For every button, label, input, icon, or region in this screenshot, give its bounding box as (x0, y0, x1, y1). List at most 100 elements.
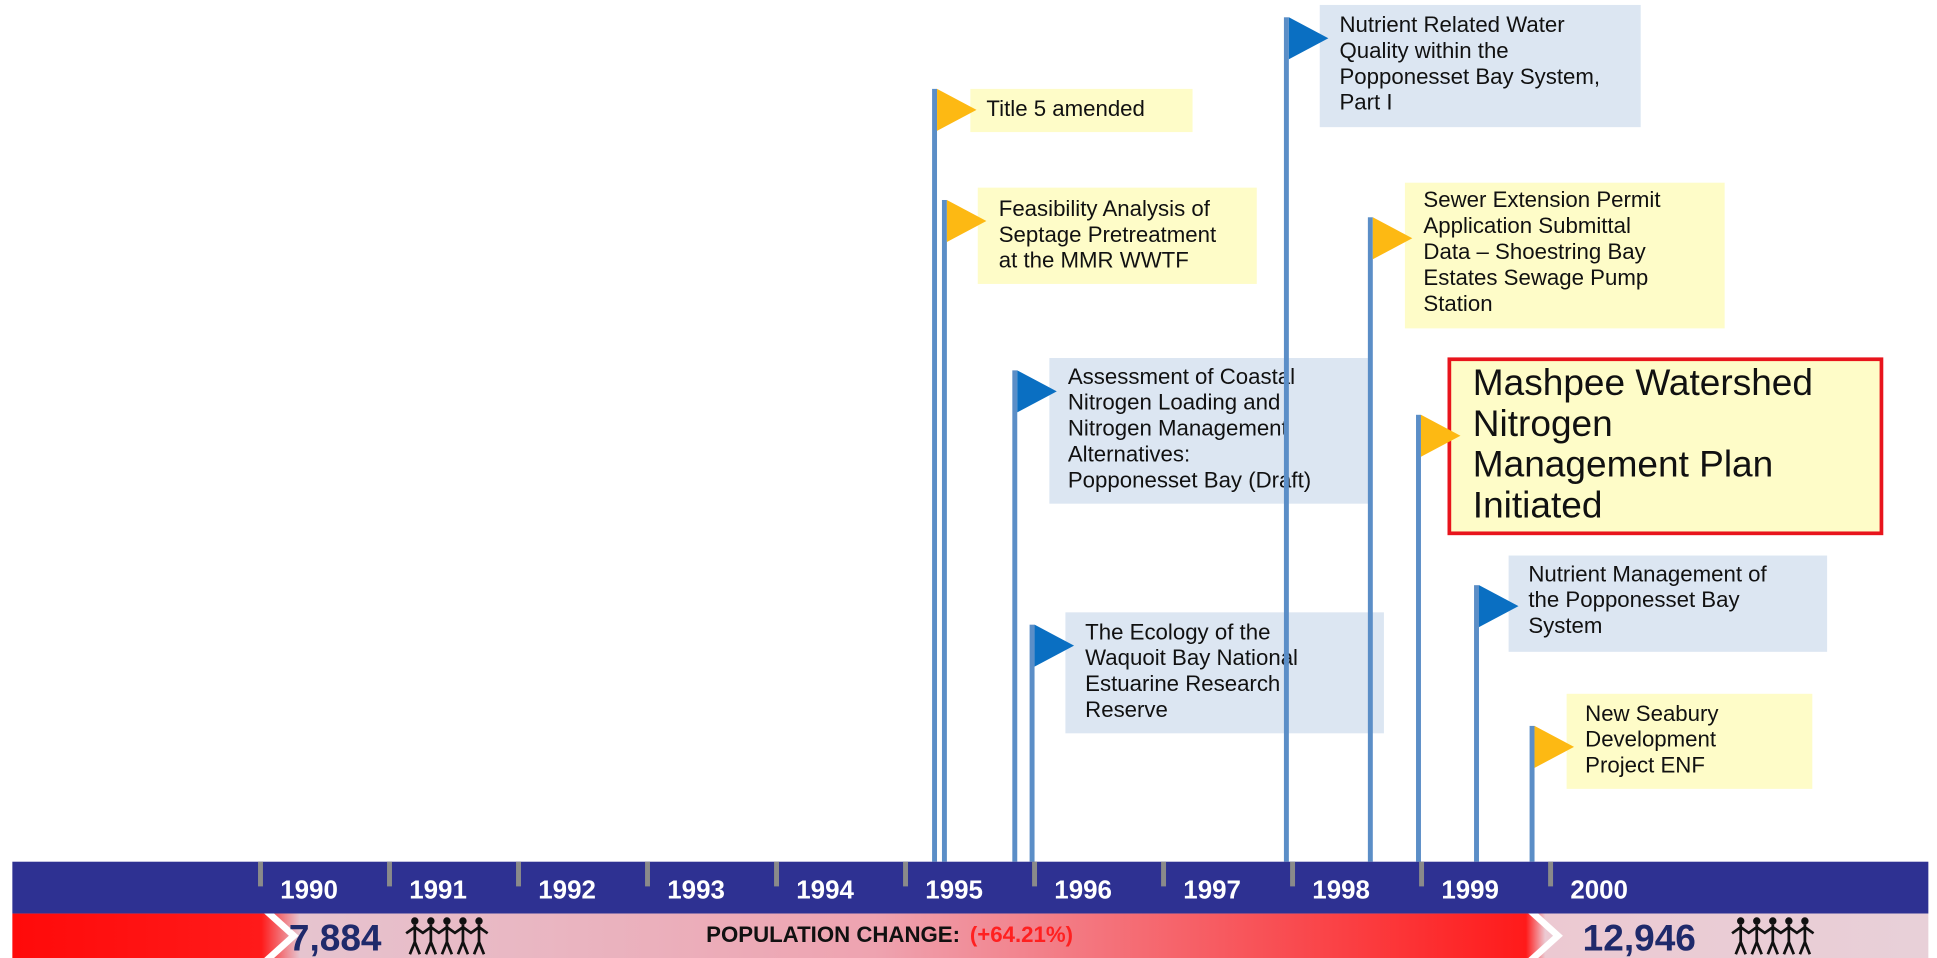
event-box (1404, 182, 1725, 329)
year-label: 1996 (1054, 877, 1112, 905)
year-tick (1290, 861, 1296, 887)
event-line: Quality within the (1339, 38, 1508, 63)
event-line: Nitrogen (1473, 402, 1613, 444)
event-pole (1367, 217, 1373, 862)
event-box (1065, 612, 1384, 734)
event-line: Popponesset Bay System, (1339, 64, 1600, 89)
event-line: Station (1423, 291, 1492, 316)
event-text: Nutrient Related Water Quality within the… (1339, 12, 1600, 115)
event: Mashpee Watershed Nitrogen Management Plan… (1416, 357, 1884, 862)
event-line: Sewer Extension Permit (1423, 187, 1661, 212)
event-box (1049, 358, 1371, 504)
year-tick (387, 861, 392, 887)
person-head (1769, 917, 1777, 925)
year-tick (516, 861, 521, 887)
event-pole (1416, 414, 1421, 862)
event-line: Nitrogen Management (1068, 415, 1289, 440)
event-line: Estuarine Research (1085, 671, 1280, 696)
person-head (427, 917, 435, 925)
event-line: Alternatives: (1068, 441, 1190, 466)
event: Title 5 amended (932, 88, 1193, 862)
year-tick (1032, 861, 1038, 887)
population-band (12, 913, 1929, 958)
event-line: Nutrient Management of (1528, 561, 1767, 586)
event-text: Title 5 amended (986, 96, 1145, 121)
event-line: Part I (1339, 90, 1392, 115)
year-label: 1992 (538, 877, 596, 905)
year-tick (258, 861, 263, 887)
person-head (1736, 917, 1745, 925)
person-head (1801, 917, 1809, 925)
year-label: 1990 (280, 877, 338, 905)
event-text: Feasibility Analysis of Septage Pretreatm… (999, 196, 1217, 273)
person-body (469, 924, 489, 955)
event-line: Nitrogen Loading and (1068, 390, 1280, 415)
event-flag (1017, 370, 1057, 413)
event-pole (1012, 370, 1018, 862)
event-line: Popponesset Bay (Draft) (1068, 467, 1311, 492)
year-tick (903, 861, 909, 887)
event-text: New Seabury Development Project ENF (1585, 701, 1719, 778)
people-icon (405, 917, 489, 955)
event: Nutrient Management of the Popponesset Ba… (1474, 555, 1828, 862)
event-flag (1034, 624, 1075, 667)
year-label: 1995 (925, 877, 983, 905)
event-text: Assessment of Coastal Nitrogen Loading an… (1068, 364, 1311, 493)
event-text: Mashpee Watershed Nitrogen Management Plan… (1473, 361, 1813, 525)
event-flag (1478, 585, 1519, 628)
year-label: 1998 (1312, 877, 1370, 905)
person-body (421, 924, 441, 955)
event-line: Initiated (1473, 483, 1603, 525)
event-pole (1529, 725, 1535, 862)
person-body (1747, 924, 1767, 955)
event-line: Feasibility Analysis of (999, 196, 1211, 221)
event-flag (937, 88, 977, 131)
event-pole (1474, 585, 1479, 862)
event-box (1319, 4, 1641, 128)
event-text: Sewer Extension Permit Application Submit… (1423, 187, 1661, 316)
year-label: 1994 (796, 877, 854, 905)
event-line: Estates Sewage Pump (1423, 265, 1648, 290)
event-flag (1288, 17, 1329, 60)
chevron (1528, 913, 1563, 958)
event-pole (941, 199, 947, 862)
population-change: POPULATION CHANGE: (+64.21%) (706, 922, 1073, 947)
event: Assessment of Coastal Nitrogen Loading an… (1012, 358, 1371, 862)
event-line: at the MMR WWTF (999, 248, 1189, 273)
person-body (405, 924, 425, 955)
event-box (1566, 693, 1813, 789)
event-line: Project ENF (1585, 753, 1705, 778)
event-line: New Seabury (1585, 701, 1719, 726)
year-band (12, 861, 1929, 914)
event: The Ecology of the Waquoit Bay National Es… (1029, 612, 1384, 862)
event-line: System (1528, 613, 1602, 638)
person-head (443, 917, 451, 925)
event-text: The Ecology of the Waquoit Bay National Es… (1085, 619, 1298, 722)
year-label: 1997 (1183, 877, 1241, 905)
event-flag (946, 199, 987, 242)
year-label: 1991 (409, 877, 467, 905)
event-line: Waquoit Bay National (1085, 645, 1298, 670)
event-line: Nutrient Related Water (1339, 12, 1565, 37)
person-head (1785, 917, 1793, 925)
event-line: Reserve (1085, 697, 1168, 722)
event-line: Management Plan (1473, 442, 1773, 484)
person-body (437, 924, 457, 955)
event-line: The Ecology of the (1085, 619, 1270, 644)
person-body (1731, 924, 1751, 955)
event: New Seabury Development Project ENF (1529, 693, 1813, 862)
event-box (1508, 555, 1828, 652)
event-line: Assessment of Coastal (1068, 364, 1295, 389)
event-line: Application Submittal (1423, 213, 1631, 238)
event: Sewer Extension Permit Application Submit… (1367, 182, 1725, 862)
person-body (1795, 924, 1815, 955)
event-flag (1372, 217, 1413, 260)
event-flag (1420, 414, 1461, 457)
chevron (264, 913, 299, 958)
year-tick (1419, 861, 1425, 887)
event-box (977, 187, 1257, 284)
event-pole (1283, 17, 1289, 862)
event-line: Data – Shoestring Bay (1423, 239, 1646, 264)
